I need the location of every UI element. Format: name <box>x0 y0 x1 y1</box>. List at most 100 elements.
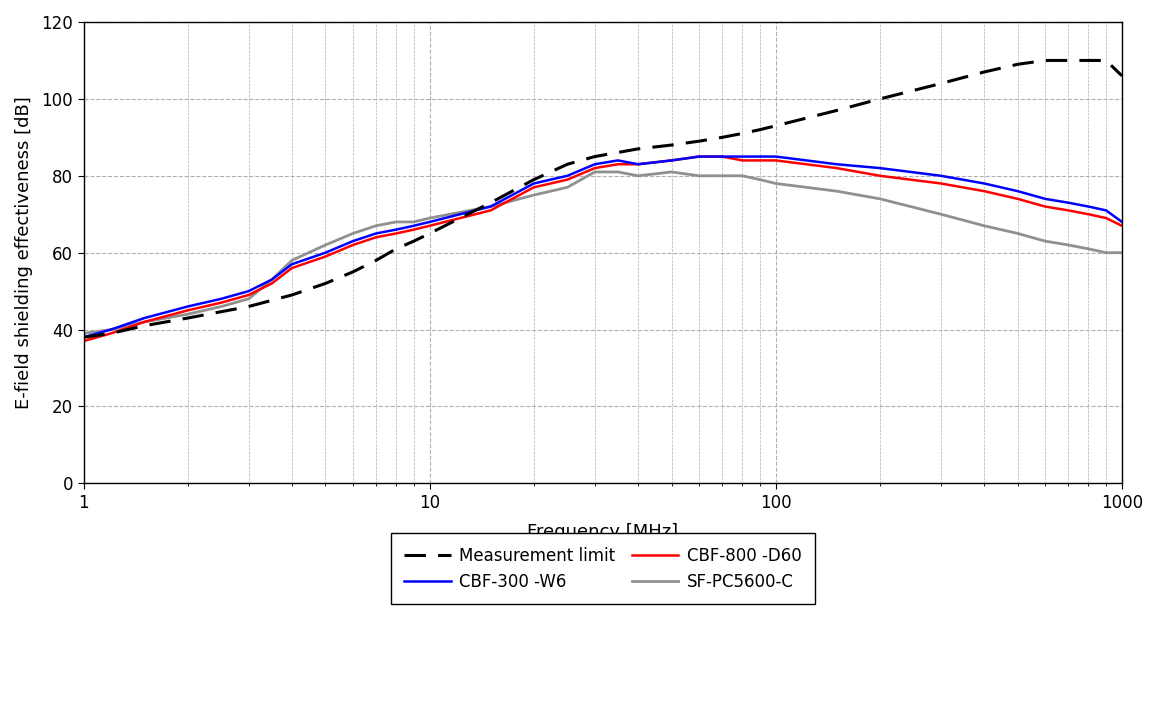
SF-PC5600-C <box>181 310 195 319</box>
Measurement limit <box>560 160 574 168</box>
CBF-300 -W6 <box>285 260 299 268</box>
CBF-800 -D60 <box>242 291 256 299</box>
CBF-800 -D60 <box>214 299 228 307</box>
Line: Measurement limit: Measurement limit <box>83 60 1122 337</box>
CBF-800 -D60 <box>692 153 706 161</box>
CBF-300 -W6 <box>214 294 228 303</box>
CBF-800 -D60 <box>560 175 574 184</box>
SF-PC5600-C <box>318 241 332 249</box>
CBF-300 -W6 <box>977 179 991 188</box>
CBF-300 -W6 <box>1099 206 1113 215</box>
CBF-300 -W6 <box>753 153 767 161</box>
CBF-300 -W6 <box>76 333 90 342</box>
SF-PC5600-C <box>1082 245 1095 253</box>
CBF-300 -W6 <box>406 221 420 230</box>
SF-PC5600-C <box>692 172 706 180</box>
CBF-800 -D60 <box>716 153 730 161</box>
Line: CBF-300 -W6: CBF-300 -W6 <box>83 157 1122 337</box>
CBF-300 -W6 <box>265 275 279 284</box>
CBF-800 -D60 <box>406 226 420 234</box>
SF-PC5600-C <box>769 179 783 188</box>
CBF-800 -D60 <box>753 156 767 165</box>
SF-PC5600-C <box>611 168 625 176</box>
Measurement limit <box>104 329 118 338</box>
Measurement limit <box>369 256 383 265</box>
CBF-300 -W6 <box>369 229 383 238</box>
Measurement limit <box>977 68 991 77</box>
SF-PC5600-C <box>104 325 118 334</box>
Measurement limit <box>665 141 679 150</box>
CBF-800 -D60 <box>1099 214 1113 223</box>
CBF-800 -D60 <box>977 187 991 195</box>
CBF-300 -W6 <box>1115 218 1129 226</box>
CBF-800 -D60 <box>631 160 645 168</box>
SF-PC5600-C <box>265 275 279 284</box>
Measurement limit <box>935 79 948 88</box>
CBF-300 -W6 <box>631 160 645 168</box>
CBF-300 -W6 <box>318 248 332 257</box>
SF-PC5600-C <box>527 190 541 199</box>
CBF-800 -D60 <box>76 337 90 345</box>
CBF-300 -W6 <box>484 202 498 211</box>
CBF-300 -W6 <box>560 172 574 180</box>
CBF-800 -D60 <box>104 329 118 338</box>
CBF-300 -W6 <box>423 218 437 226</box>
SF-PC5600-C <box>1062 241 1076 249</box>
SF-PC5600-C <box>588 168 602 176</box>
Line: CBF-800 -D60: CBF-800 -D60 <box>83 157 1122 341</box>
Measurement limit <box>830 106 844 115</box>
CBF-800 -D60 <box>830 164 844 173</box>
SF-PC5600-C <box>830 187 844 195</box>
CBF-800 -D60 <box>527 183 541 192</box>
Measurement limit <box>76 333 90 342</box>
CBF-800 -D60 <box>1115 221 1129 230</box>
CBF-300 -W6 <box>611 156 625 165</box>
Measurement limit <box>242 302 256 311</box>
CBF-300 -W6 <box>181 302 195 311</box>
CBF-800 -D60 <box>611 160 625 168</box>
Measurement limit <box>181 314 195 322</box>
Measurement limit <box>716 133 730 142</box>
Measurement limit <box>769 122 783 130</box>
Y-axis label: E-field shielding effectiveness [dB]: E-field shielding effectiveness [dB] <box>15 97 32 409</box>
Measurement limit <box>484 198 498 207</box>
CBF-300 -W6 <box>1062 198 1076 207</box>
SF-PC5600-C <box>242 294 256 303</box>
SF-PC5600-C <box>1099 248 1113 257</box>
Measurement limit <box>735 129 749 137</box>
CBF-800 -D60 <box>318 252 332 261</box>
Measurement limit <box>1082 56 1095 64</box>
SF-PC5600-C <box>1115 248 1129 257</box>
CBF-800 -D60 <box>588 164 602 173</box>
Measurement limit <box>138 321 152 330</box>
CBF-300 -W6 <box>1082 202 1095 211</box>
CBF-800 -D60 <box>181 306 195 314</box>
CBF-800 -D60 <box>1082 210 1095 218</box>
SF-PC5600-C <box>423 214 437 223</box>
SF-PC5600-C <box>285 256 299 265</box>
CBF-300 -W6 <box>692 153 706 161</box>
CBF-300 -W6 <box>716 153 730 161</box>
Measurement limit <box>1062 56 1076 64</box>
CBF-300 -W6 <box>138 314 152 322</box>
SF-PC5600-C <box>665 168 679 176</box>
SF-PC5600-C <box>346 229 360 238</box>
Measurement limit <box>285 291 299 299</box>
CBF-800 -D60 <box>935 179 948 188</box>
CBF-800 -D60 <box>873 172 887 180</box>
SF-PC5600-C <box>873 195 887 203</box>
SF-PC5600-C <box>1039 237 1053 246</box>
CBF-300 -W6 <box>389 226 403 234</box>
Measurement limit <box>631 145 645 153</box>
SF-PC5600-C <box>753 175 767 184</box>
CBF-800 -D60 <box>484 206 498 215</box>
SF-PC5600-C <box>406 218 420 226</box>
SF-PC5600-C <box>935 210 948 218</box>
CBF-800 -D60 <box>1039 202 1053 211</box>
CBF-800 -D60 <box>665 156 679 165</box>
CBF-300 -W6 <box>665 156 679 165</box>
CBF-300 -W6 <box>935 172 948 180</box>
CBF-800 -D60 <box>285 263 299 272</box>
CBF-300 -W6 <box>735 153 749 161</box>
SF-PC5600-C <box>389 218 403 226</box>
